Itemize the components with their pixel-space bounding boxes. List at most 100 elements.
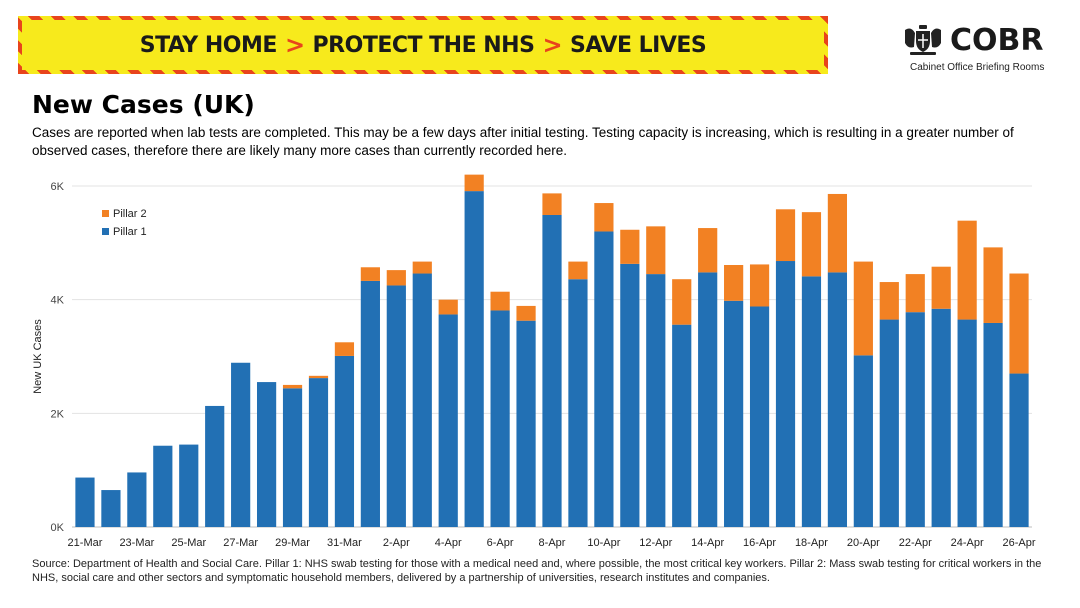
bar-pillar-2 bbox=[594, 203, 614, 232]
x-tick-label: 27-Mar bbox=[223, 537, 258, 549]
bar-pillar-1 bbox=[957, 319, 977, 527]
bar-pillar-1 bbox=[412, 273, 432, 527]
bar-pillar-1 bbox=[749, 306, 770, 527]
slogan-stay-home: STAY HOME bbox=[139, 32, 278, 58]
x-tick-label: 26-Apr bbox=[1003, 537, 1036, 549]
x-tick-label: 22-Apr bbox=[899, 537, 932, 549]
legend-swatch bbox=[102, 210, 109, 217]
x-tick-label: 23-Mar bbox=[119, 537, 154, 549]
y-tick-label: 4K bbox=[51, 295, 65, 307]
slogan-banner: STAY HOME > PROTECT THE NHS > SAVE LIVES bbox=[18, 16, 828, 74]
bar-pillar-1 bbox=[205, 405, 225, 527]
bar-pillar-2 bbox=[775, 209, 796, 262]
bar-pillar-1 bbox=[386, 285, 406, 527]
bar-pillar-1 bbox=[568, 279, 588, 527]
bar-pillar-2 bbox=[672, 279, 692, 325]
bar-pillar-1 bbox=[827, 272, 848, 527]
bar-pillar-1 bbox=[282, 388, 303, 527]
bar-pillar-1 bbox=[983, 322, 1003, 527]
legend-label: Pillar 1 bbox=[113, 226, 147, 238]
bar-pillar-2 bbox=[853, 261, 873, 356]
slogan-text: STAY HOME > PROTECT THE NHS > SAVE LIVES bbox=[140, 31, 707, 59]
bar-pillar-1 bbox=[308, 378, 329, 527]
bar-pillar-1 bbox=[905, 312, 925, 527]
x-tick-label: 8-Apr bbox=[539, 537, 566, 549]
x-tick-label: 21-Mar bbox=[68, 537, 103, 549]
bar-pillar-1 bbox=[101, 490, 121, 527]
bar-pillar-2 bbox=[464, 174, 484, 192]
bar-pillar-1 bbox=[153, 445, 173, 527]
bar-pillar-2 bbox=[801, 212, 822, 277]
bar-pillar-1 bbox=[931, 308, 951, 527]
bar-pillar-1 bbox=[490, 310, 510, 527]
x-tick-label: 6-Apr bbox=[487, 537, 514, 549]
bar-pillar-1 bbox=[646, 274, 666, 527]
slogan-save-lives: SAVE LIVES bbox=[570, 32, 707, 58]
y-tick-label: 0K bbox=[51, 522, 65, 534]
bar-pillar-2 bbox=[698, 228, 718, 273]
bar-pillar-1 bbox=[775, 261, 796, 527]
bar-pillar-2 bbox=[827, 193, 848, 273]
bar-pillar-1 bbox=[672, 324, 692, 527]
bar-pillar-1 bbox=[179, 444, 199, 527]
bar-pillar-2 bbox=[620, 229, 640, 264]
bar-pillar-1 bbox=[360, 280, 380, 527]
bar-pillar-2 bbox=[438, 299, 458, 315]
x-tick-label: 2-Apr bbox=[383, 537, 410, 549]
bar-pillar-1 bbox=[853, 355, 873, 527]
royal-coat-of-arms-icon bbox=[905, 25, 941, 55]
page-subtitle: Cases are reported when lab tests are co… bbox=[32, 125, 1014, 158]
slogan-protect-nhs: PROTECT THE NHS bbox=[312, 32, 535, 58]
x-tick-label: 31-Mar bbox=[327, 537, 362, 549]
x-tick-label: 29-Mar bbox=[275, 537, 310, 549]
x-tick-label: 10-Apr bbox=[587, 537, 620, 549]
x-tick-label: 4-Apr bbox=[435, 537, 462, 549]
bar-pillar-1 bbox=[594, 231, 614, 527]
x-tick-label: 25-Mar bbox=[171, 537, 206, 549]
bar-pillar-1 bbox=[127, 472, 147, 527]
bar-pillar-2 bbox=[386, 270, 406, 286]
bar-pillar-2 bbox=[983, 247, 1003, 323]
bar-pillar-2 bbox=[931, 266, 951, 309]
bar-pillar-1 bbox=[620, 263, 640, 527]
bar-pillar-1 bbox=[698, 272, 718, 527]
bar-pillar-1 bbox=[516, 320, 536, 527]
x-tick-label: 18-Apr bbox=[795, 537, 828, 549]
bar-pillar-2 bbox=[308, 375, 329, 379]
bar-pillar-1 bbox=[801, 276, 822, 527]
logo-subtitle: Cabinet Office Briefing Rooms bbox=[910, 62, 1045, 73]
bar-pillar-2 bbox=[568, 261, 588, 280]
bar-pillar-2 bbox=[282, 384, 303, 389]
x-tick-label: 14-Apr bbox=[691, 537, 724, 549]
cobr-logo: COBR Cabinet Office Briefing Rooms bbox=[902, 22, 1062, 82]
bar-pillar-2 bbox=[490, 291, 510, 311]
bar-pillar-2 bbox=[516, 305, 536, 321]
bar-pillar-1 bbox=[256, 382, 277, 527]
bar-pillar-2 bbox=[542, 193, 562, 215]
bar-pillar-1 bbox=[879, 319, 899, 527]
bar-pillar-1 bbox=[724, 300, 744, 527]
bar-pillar-1 bbox=[75, 477, 95, 527]
bar-pillar-2 bbox=[412, 261, 432, 274]
y-axis-label: New UK Cases bbox=[32, 319, 44, 394]
bar-pillar-2 bbox=[879, 282, 899, 320]
bar-pillar-1 bbox=[231, 362, 251, 527]
bar-pillar-1 bbox=[464, 191, 484, 528]
x-tick-label: 12-Apr bbox=[639, 537, 672, 549]
bar-pillar-2 bbox=[749, 264, 770, 307]
x-tick-label: 20-Apr bbox=[847, 537, 880, 549]
bar-pillar-1 bbox=[334, 355, 355, 527]
page-title: New Cases (UK) bbox=[32, 90, 255, 119]
legend-label: Pillar 2 bbox=[113, 208, 147, 220]
bar-pillar-2 bbox=[957, 220, 977, 320]
bar-pillar-2 bbox=[334, 342, 355, 356]
x-tick-label: 16-Apr bbox=[743, 537, 776, 549]
bar-pillar-2 bbox=[905, 274, 925, 313]
logo-wordmark: COBR bbox=[950, 22, 1044, 58]
bar-pillar-2 bbox=[646, 226, 666, 275]
bar-pillar-2 bbox=[1009, 273, 1029, 374]
legend-swatch bbox=[102, 228, 109, 235]
x-tick-label: 24-Apr bbox=[951, 537, 984, 549]
y-tick-label: 2K bbox=[51, 408, 65, 420]
source-note: Source: Department of Health and Social … bbox=[32, 558, 1042, 584]
